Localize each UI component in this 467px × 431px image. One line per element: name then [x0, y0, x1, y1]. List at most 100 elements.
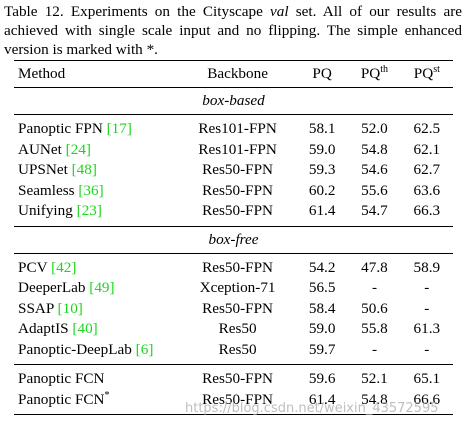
cell-pq: 59.7 — [308, 340, 336, 358]
cell-pq-st: 61.3 — [413, 320, 441, 338]
cell-pq: 61.4 — [308, 202, 336, 220]
cell-backbone: Res50 — [218, 320, 257, 338]
cell-pq-th: 52.1 — [361, 370, 388, 388]
cell-pq-th: 47.8 — [361, 258, 388, 276]
cell-method: Panoptic FCN — [14, 365, 179, 390]
section-label-box-based: box-based — [202, 92, 265, 109]
method-name: Panoptic-DeepLab — [18, 340, 136, 358]
cell-pq: 56.5 — [308, 279, 336, 297]
method-name: Seamless — [18, 181, 79, 199]
cell-pq-st: 62.7 — [413, 161, 441, 179]
cell-backbone: Res50-FPN — [202, 202, 274, 220]
cell-pq-th: - — [371, 279, 377, 297]
cell-pq-st: - — [424, 279, 430, 297]
cell-backbone: Res101-FPN — [198, 140, 277, 158]
cell-backbone: Res50-FPN — [202, 390, 274, 408]
cell-pq: 58.4 — [308, 299, 336, 317]
cell-backbone: Res50-FPN — [202, 161, 274, 179]
table-row: SSAP [10] Res50-FPN 58.4 50.6 - — [14, 299, 453, 320]
cell-pq-th: 52.0 — [361, 120, 388, 138]
method-name: AdaptIS — [18, 320, 73, 338]
cell-pq-st: 62.1 — [413, 140, 441, 158]
caption-text: Table 12. Experiments on the Cityscape — [4, 3, 270, 20]
citation-link[interactable]: [49] — [89, 279, 115, 297]
cell-backbone: Res50 — [218, 340, 257, 358]
cell-pq-st: - — [424, 299, 430, 317]
cell-pq-th: 54.7 — [361, 202, 388, 220]
table-row: DeeperLab [49] Xception-71 56.5 - - — [14, 278, 453, 299]
cell-backbone: Xception-71 — [199, 279, 276, 297]
method-name: Panoptic FPN — [18, 120, 107, 138]
cell-method: Panoptic FPN [17] — [14, 115, 179, 140]
cell-method: UPSNet [48] — [14, 160, 179, 181]
cell-pq-th: 54.8 — [361, 140, 388, 158]
table-row: Panoptic-DeepLab [6] Res50 59.7 - - — [14, 340, 453, 365]
cell-backbone: Res50-FPN — [202, 370, 274, 388]
citation-link[interactable]: [10] — [57, 299, 83, 317]
cell-pq-st: 62.5 — [413, 120, 441, 138]
citation-link[interactable]: [48] — [71, 161, 97, 179]
cell-pq: 54.2 — [308, 258, 336, 276]
table-row: PCV [42] Res50-FPN 54.2 47.8 58.9 — [14, 253, 453, 278]
cell-pq-st: - — [424, 340, 430, 358]
cell-backbone: Res50-FPN — [202, 181, 274, 199]
cell-pq-th: 55.8 — [361, 320, 388, 338]
citation-link[interactable]: [23] — [76, 202, 102, 220]
caption-text-rest: set. All of our results are achieved wit… — [4, 3, 462, 58]
citation-link[interactable]: [6] — [135, 340, 154, 358]
method-name: PCV — [18, 258, 52, 276]
header-pq: PQ — [312, 65, 332, 82]
section-label-box-free: box-free — [208, 230, 259, 248]
table-row: Panoptic FCN Res50-FPN 59.6 52.1 65.1 — [14, 364, 453, 390]
method-name: AUNet — [18, 140, 66, 158]
citation-link[interactable]: [17] — [106, 120, 132, 138]
method-name: DeeperLab — [18, 279, 90, 297]
table-row: AUNet [24] Res101-FPN 59.0 54.8 62.1 — [14, 140, 453, 161]
results-table: Method Backbone PQ PQth PQst box-based P… — [14, 60, 453, 415]
cell-method: AdaptIS [40] — [14, 319, 179, 340]
header-row: Method Backbone PQ PQth PQst — [14, 60, 453, 88]
header-method: Method — [18, 65, 66, 82]
cell-pq-th: - — [371, 340, 377, 358]
method-name: Panoptic FCN — [18, 390, 105, 408]
cell-backbone: Res50-FPN — [202, 258, 274, 276]
citation-link[interactable]: [24] — [65, 140, 91, 158]
cell-method: Seamless [36] — [14, 181, 179, 202]
citation-link[interactable]: [42] — [51, 258, 77, 276]
cell-pq: 59.0 — [308, 320, 336, 338]
cell-method: Panoptic-DeepLab [6] — [14, 340, 179, 365]
cell-pq: 59.0 — [308, 140, 336, 158]
cell-method: PCV [42] — [14, 253, 179, 278]
cell-backbone: Res50-FPN — [202, 299, 274, 317]
method-name: Unifying — [18, 202, 77, 220]
caption-italic-val: val — [270, 3, 289, 20]
cell-pq-th: 50.6 — [361, 299, 388, 317]
table-caption: Table 12. Experiments on the Cityscape v… — [4, 2, 462, 59]
table-row: Seamless [36] Res50-FPN 60.2 55.6 63.6 — [14, 181, 453, 202]
cell-pq-th: 54.6 — [361, 161, 388, 179]
cell-pq: 61.4 — [308, 390, 336, 408]
watermark-text: https://blog.csdn.net/weixin_43572595 — [185, 401, 439, 416]
cell-pq: 59.3 — [308, 161, 336, 179]
cell-pq-th: 54.8 — [361, 390, 388, 408]
header-pq-th-base: PQ — [360, 65, 381, 82]
cell-backbone: Res101-FPN — [198, 120, 277, 138]
header-backbone: Backbone — [207, 65, 268, 82]
method-name: SSAP — [18, 299, 58, 317]
section-box-based: box-based — [14, 87, 453, 115]
header-pq-th-sup: th — [380, 63, 389, 75]
table-row: Panoptic FCN* Res50-FPN 61.4 54.8 66.6 — [14, 390, 453, 415]
cell-method: Panoptic FCN* — [14, 390, 179, 415]
cell-pq-th: 55.6 — [361, 181, 388, 199]
cell-method: DeeperLab [49] — [14, 278, 179, 299]
enhanced-marker: * — [104, 389, 110, 401]
citation-link[interactable]: [36] — [78, 181, 104, 199]
header-pq-th: PQth — [348, 61, 400, 88]
cell-pq-st: 66.3 — [413, 202, 441, 220]
citation-link[interactable]: [40] — [72, 320, 98, 338]
table-row: UPSNet [48] Res50-FPN 59.3 54.6 62.7 — [14, 160, 453, 181]
header-pq-st-sup: st — [433, 63, 440, 75]
cell-method: AUNet [24] — [14, 140, 179, 161]
header-pq-st: PQst — [401, 61, 453, 88]
method-name: UPSNet — [18, 161, 72, 179]
